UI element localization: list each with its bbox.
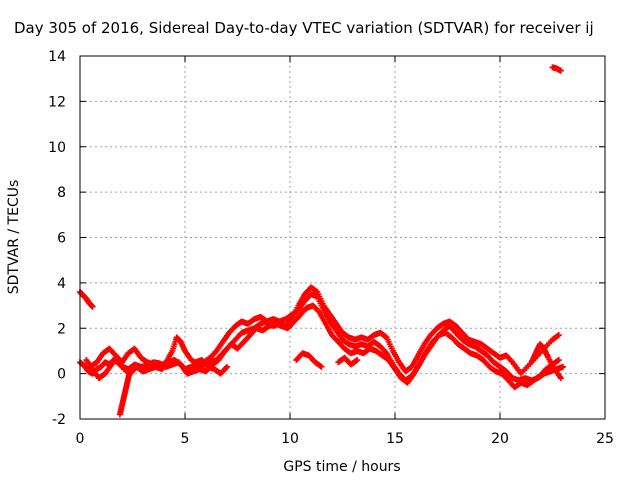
data-point (555, 332, 562, 339)
x-tick-label: 5 (181, 431, 190, 447)
x-axis-ticks: 0 5 10 15 20 25 (76, 56, 614, 447)
data-point (224, 363, 230, 370)
y-tick-label: 14 (48, 49, 66, 65)
data-point (557, 67, 564, 74)
data-point (127, 366, 134, 373)
y-tick-label: 2 (57, 321, 66, 337)
x-tick-label: 25 (596, 431, 614, 447)
y-tick-label: 4 (57, 276, 66, 292)
x-tick-label: 10 (281, 431, 299, 447)
x-tick-label: 20 (491, 431, 509, 447)
data-point (89, 303, 96, 310)
data-point (222, 364, 229, 371)
y-tick-label: 10 (48, 140, 66, 156)
data-point (557, 375, 564, 382)
data-point (555, 357, 562, 364)
data-point (315, 308, 322, 315)
y-tick-label: 6 (57, 231, 66, 247)
y-axis-ticks: -2 0 2 4 6 8 10 12 14 (48, 49, 605, 428)
x-axis-label: GPS time / hours (283, 459, 400, 475)
y-axis-label: SDTVAR / TECUs (6, 180, 22, 295)
data-point (560, 363, 566, 370)
data-points (77, 64, 566, 418)
y-tick-label: 12 (48, 94, 66, 110)
data-point (318, 363, 325, 370)
data-point (508, 358, 515, 365)
x-tick-label: 15 (386, 431, 404, 447)
data-point (354, 357, 361, 364)
y-tick-label: 8 (57, 185, 66, 201)
data-point (382, 349, 389, 356)
x-tick-label: 0 (76, 431, 85, 447)
chart-title: Day 305 of 2016, Sidereal Day-to-day VTE… (14, 19, 594, 37)
y-tick-label: 0 (57, 367, 66, 383)
grid-lines (80, 56, 605, 419)
data-point (288, 317, 295, 324)
y-tick-label: -2 (52, 412, 66, 428)
